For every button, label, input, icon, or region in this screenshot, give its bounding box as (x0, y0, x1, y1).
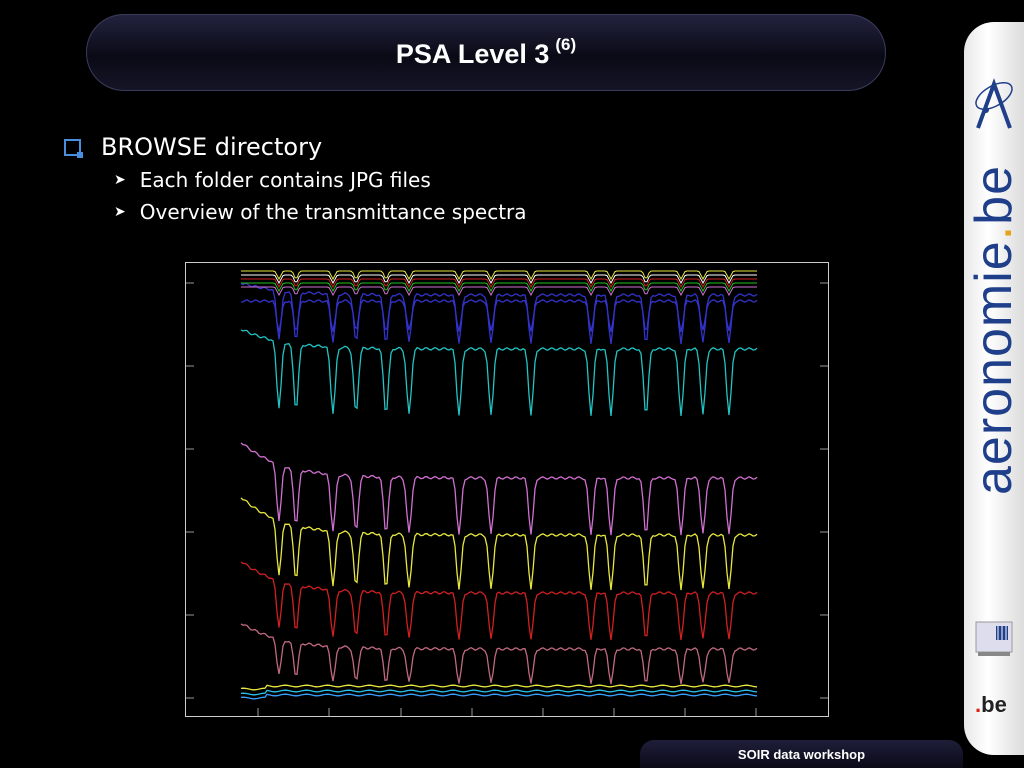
title-bar: PSA Level 3 (6) (86, 14, 886, 91)
spectrum-1 (240, 282, 758, 345)
footer-bar: SOIR data workshop (640, 740, 963, 768)
sub-bullet-text: Overview of the transmittance spectra (139, 200, 527, 224)
sub-bullet-1: ➤ Each folder contains JPG files (114, 164, 527, 196)
bullet-text: BROWSE directory (101, 133, 323, 161)
top-spectrum-4 (241, 286, 757, 297)
bottom-spectrum-2 (240, 693, 758, 700)
sub-bullet-text: Each folder contains JPG files (139, 168, 431, 192)
bullet-browse: BROWSE directory (64, 130, 527, 164)
spectrum-5 (240, 561, 758, 641)
top-spectrum-3 (241, 282, 757, 293)
arrow-bullet-icon: ➤ (114, 204, 126, 220)
slide-title: PSA Level 3 (6) (86, 35, 886, 70)
top-spectrum-1 (241, 274, 757, 285)
bullet-list: BROWSE directory ➤ Each folder contains … (64, 130, 527, 228)
slide-title-superscript: (6) (555, 35, 577, 54)
spectrum-6 (240, 623, 758, 685)
institute-building-icon (975, 621, 1013, 656)
spectrum-3 (240, 442, 758, 536)
spectrum-4 (240, 497, 758, 591)
sub-bullet-2: ➤ Overview of the transmittance spectra (114, 196, 527, 228)
be-logo-icon: .be (975, 692, 1007, 717)
aeronomie-logo-icon (975, 78, 1013, 129)
spectra-image (185, 262, 829, 717)
slide-title-text: PSA Level 3 (395, 39, 550, 69)
curves-top (240, 299, 758, 333)
bottom-spectrum-1 (240, 689, 758, 696)
spectra-plot (186, 270, 828, 716)
top-spectrum-2 (241, 278, 757, 289)
footer-text: SOIR data workshop (737, 747, 866, 762)
sidebar (964, 22, 1024, 755)
aeronomie-brand-text: aeronomie.be (965, 164, 1023, 496)
bottom-spectrum-0 (240, 684, 758, 691)
arrow-bullet-icon: ➤ (114, 172, 126, 188)
checkbox-bullet-icon (64, 138, 83, 158)
spectrum-2 (240, 329, 758, 417)
top-spectrum-0 (241, 270, 757, 281)
